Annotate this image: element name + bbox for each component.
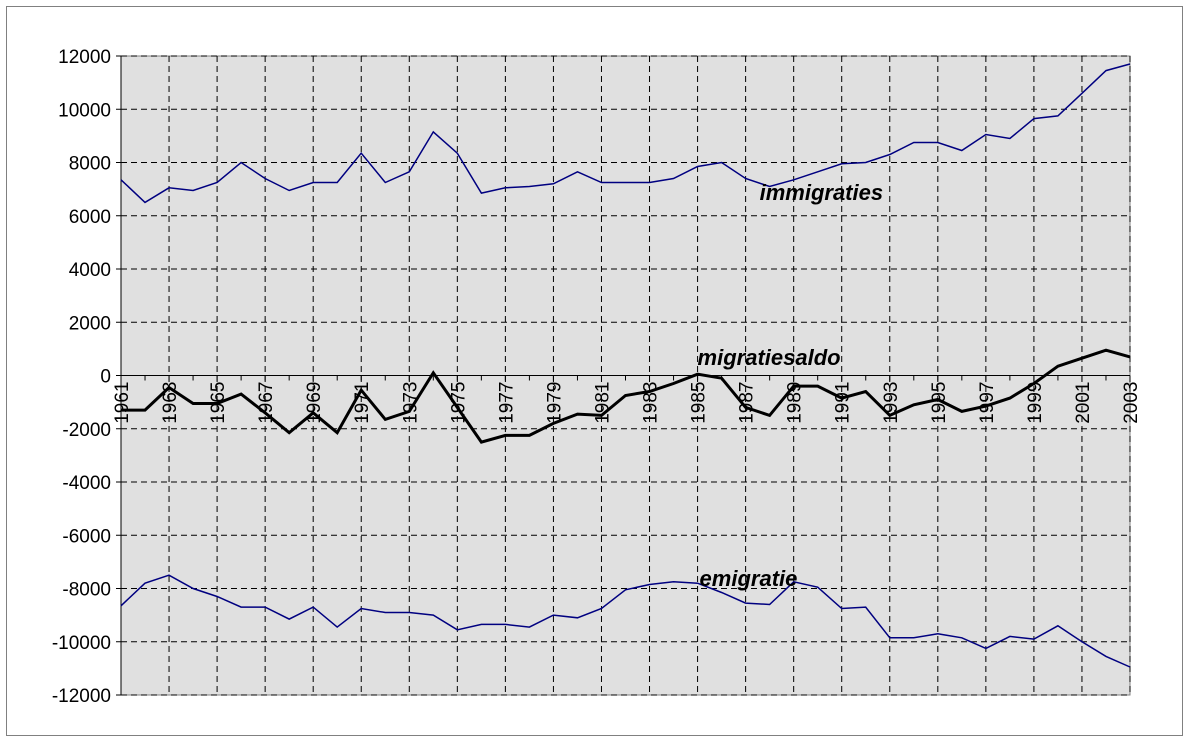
x-tick-label: 1973: [400, 382, 421, 424]
x-tick-label: 1991: [833, 382, 854, 424]
y-tick-label: 8000: [69, 154, 111, 175]
series-line-migratiesaldo: [121, 348, 1131, 444]
x-tick-label: 1993: [881, 382, 902, 424]
y-tick-label: 6000: [69, 207, 111, 228]
x-tick-label: 1969: [304, 382, 325, 424]
series-lines: [120, 63, 1131, 668]
x-tick-label: 1983: [641, 382, 662, 424]
x-tick-label: 1963: [160, 382, 181, 424]
y-tick-label: -12000: [52, 686, 111, 707]
x-tick-label: 1975: [448, 382, 469, 424]
x-tick-label: 1999: [1025, 382, 1046, 424]
series-label-emigratie: emigratie: [700, 566, 798, 591]
series-line-emigratie: [120, 574, 1131, 668]
x-tick-label: 1967: [256, 382, 277, 424]
x-tick-label: 2001: [1073, 382, 1094, 424]
y-tick-label: 0: [100, 367, 111, 388]
x-tick-label: 1981: [592, 382, 613, 424]
series-labels: immigraties migratiesaldo emigratie: [698, 180, 884, 591]
x-tick-label: 1979: [544, 382, 565, 424]
x-tick-label: 1971: [352, 382, 373, 424]
x-tick-label: 1961: [112, 382, 133, 424]
x-tick-label: 1965: [208, 382, 229, 424]
x-tick-label: 1985: [689, 382, 710, 424]
y-tick-label: -8000: [62, 580, 111, 601]
y-tick-label: -4000: [62, 473, 111, 494]
x-axis: 1961 1963 1965 1967 1969 1971 1973 1975 1977 1979…: [112, 375, 1142, 424]
y-tick-label: -6000: [62, 526, 111, 547]
series-label-immigraties: immigraties: [760, 180, 884, 205]
x-tick-label: 1997: [977, 382, 998, 424]
series-label-migratiesaldo: migratiesaldo: [698, 345, 841, 370]
y-tick-label: 2000: [69, 313, 111, 334]
series-line-immigraties: [120, 63, 1131, 204]
x-tick-label: 1987: [737, 382, 758, 424]
y-axis: -12000 -10000 -8000 -6000 -4000 -2000 0 2000 400…: [52, 47, 122, 707]
y-tick-label: 10000: [58, 100, 111, 121]
x-tick-label: 1995: [929, 382, 950, 424]
x-tick-label: 1989: [785, 382, 806, 424]
y-tick-label: 12000: [58, 47, 111, 68]
x-tick-label: 2003: [1121, 382, 1142, 424]
y-tick-label: 4000: [69, 260, 111, 281]
y-tick-label: -2000: [62, 420, 111, 441]
x-tick-label: 1977: [496, 382, 517, 424]
y-tick-label: -10000: [52, 633, 111, 654]
